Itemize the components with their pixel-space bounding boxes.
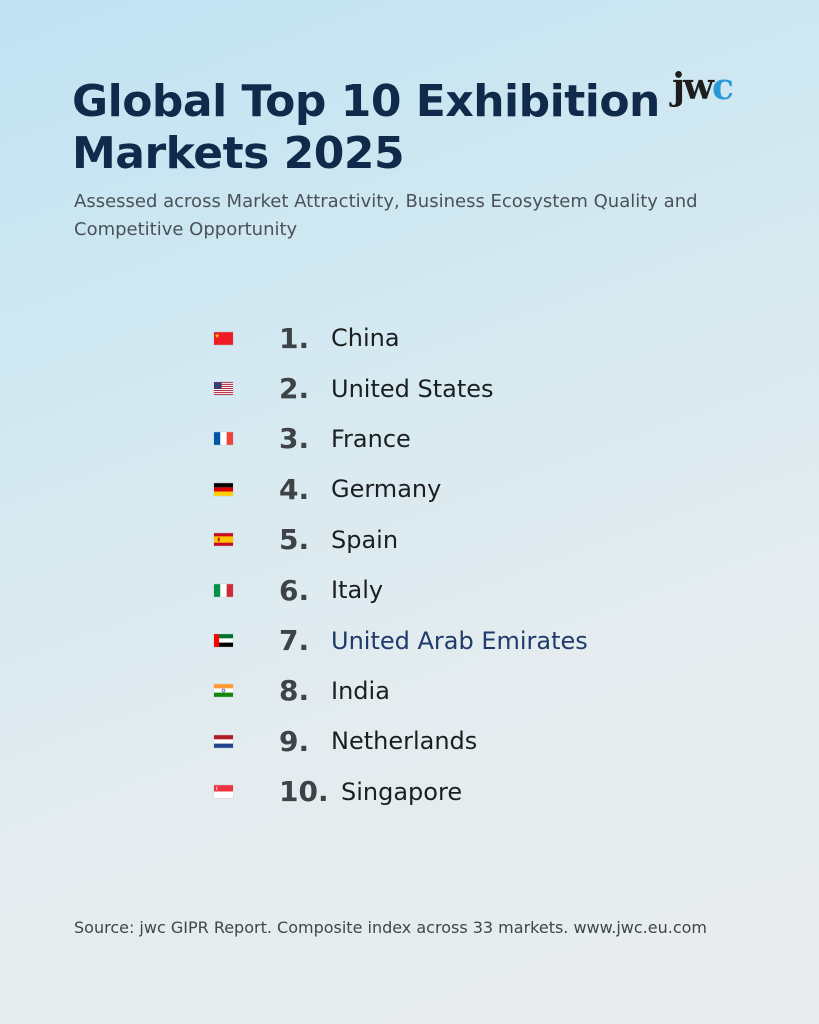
singapore-flag-icon bbox=[214, 785, 233, 799]
country-name: Italy bbox=[331, 576, 384, 605]
rank-number: 7. bbox=[279, 624, 310, 658]
ranking-row: 2. United States bbox=[214, 363, 588, 413]
rank-number: 8. bbox=[279, 674, 310, 708]
page-title: Global Top 10 Exhibition Markets 2025 bbox=[72, 76, 660, 179]
france-flag-icon bbox=[214, 432, 233, 446]
country-name: China bbox=[331, 324, 400, 353]
ranking-row: 7. United Arab Emirates bbox=[214, 615, 588, 665]
ranking-row: 8. India bbox=[214, 666, 588, 716]
ranking-row: 6. Italy bbox=[214, 565, 588, 615]
ranking-row: 10. Singapore bbox=[214, 767, 588, 817]
country-name: France bbox=[331, 424, 411, 453]
ranking-row: 5. Spain bbox=[214, 515, 588, 565]
rank-number: 6. bbox=[279, 573, 310, 607]
rank-number: 5. bbox=[279, 523, 310, 557]
ranking-row: 3. France bbox=[214, 414, 588, 464]
rank-number: 2. bbox=[279, 372, 310, 406]
rank-number: 10. bbox=[279, 775, 329, 809]
india-flag-icon bbox=[214, 684, 233, 698]
uae-flag-icon bbox=[214, 634, 233, 647]
jwc-logo: jwc bbox=[672, 66, 734, 108]
ranking-list: 1. China 2. United States 3. France 4. G… bbox=[214, 313, 588, 817]
rank-number: 3. bbox=[279, 422, 310, 456]
spain-flag-icon bbox=[214, 533, 233, 547]
netherlands-flag-icon bbox=[214, 734, 233, 748]
source-note: Source: jwc GIPR Report. Composite index… bbox=[74, 918, 707, 937]
country-name: Netherlands bbox=[331, 727, 478, 756]
china-flag-icon bbox=[214, 331, 233, 345]
germany-flag-icon bbox=[214, 483, 233, 496]
page-subtitle: Assessed across Market Attractivity, Bus… bbox=[74, 191, 698, 240]
country-name: Germany bbox=[331, 475, 442, 504]
italy-flag-icon bbox=[214, 583, 233, 597]
ranking-row: 1. China bbox=[214, 313, 588, 363]
rank-number: 9. bbox=[279, 724, 310, 758]
country-name: United States bbox=[331, 374, 494, 403]
country-name: Spain bbox=[331, 525, 399, 554]
rank-number: 4. bbox=[279, 472, 310, 506]
rank-number: 1. bbox=[279, 321, 310, 355]
country-name: United Arab Emirates bbox=[331, 626, 588, 655]
usa-flag-icon bbox=[214, 382, 233, 395]
logo-text: jw bbox=[672, 66, 714, 108]
logo-accent: c bbox=[712, 66, 734, 108]
country-name: India bbox=[331, 676, 390, 705]
ranking-row: 4. Germany bbox=[214, 464, 588, 514]
ranking-row: 9. Netherlands bbox=[214, 716, 588, 766]
country-name: Singapore bbox=[341, 777, 463, 806]
